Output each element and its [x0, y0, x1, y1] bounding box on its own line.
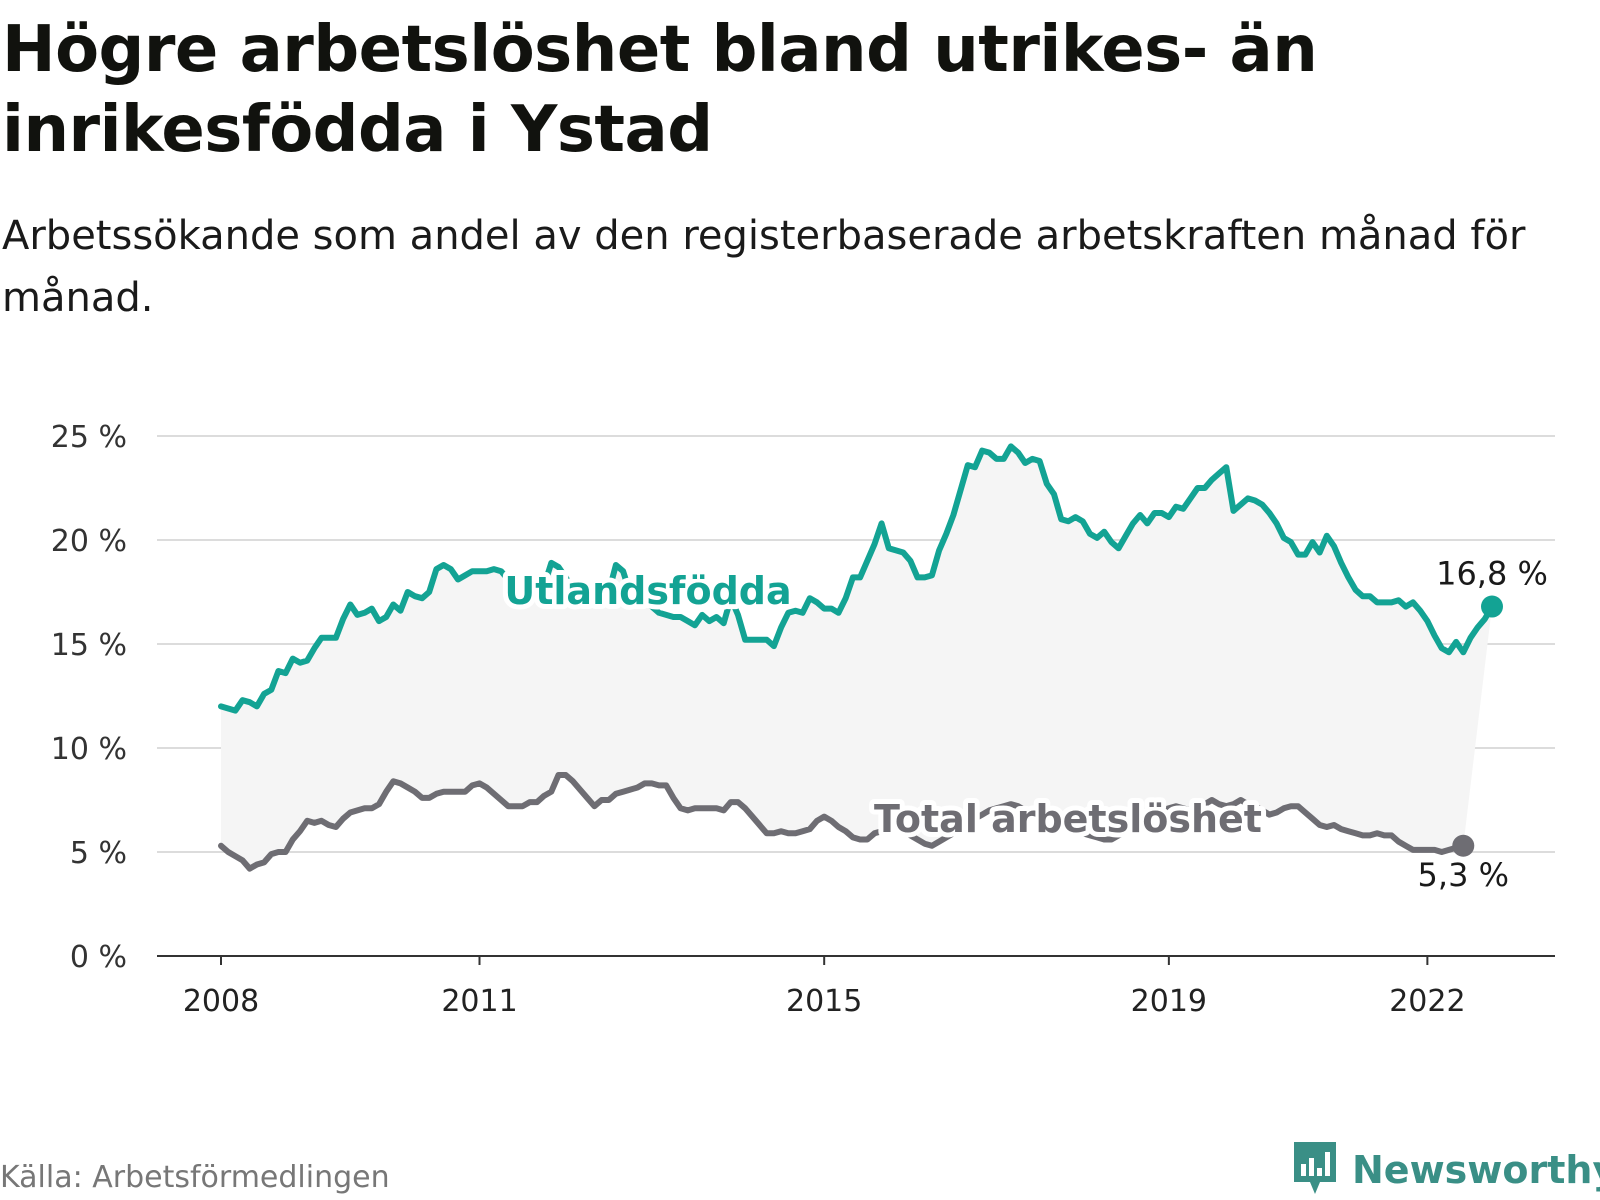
line-chart: 2008 2011 2015 2019 2022 0 % 5 % 10 % 15 % 20 % 2… [51, 420, 1555, 1019]
series-line-utlandsfodda [218, 443, 1495, 714]
brand-name: Newsworthy [1352, 1148, 1600, 1192]
x-tick-label: 2008 [183, 984, 259, 1019]
end-markers: 16,8 % 5,3 % [1415, 552, 1551, 897]
x-tick-label: 2019 [1131, 984, 1207, 1019]
brand-logo[interactable]: Newsworthy [1290, 1140, 1600, 1200]
series-label-total: Total arbetslöshet [874, 797, 1262, 841]
source-note: Källa: Arbetsförmedlingen [0, 1160, 390, 1195]
series-label-utlandsfodda: Utlandsfödda [504, 569, 791, 613]
y-tick-label: 15 % [51, 628, 127, 663]
y-tick-label: 0 % [70, 940, 127, 975]
series-line-total [218, 772, 1467, 872]
y-axis: 0 % 5 % 10 % 15 % 20 % 25 % [51, 420, 127, 975]
series-labels: Utlandsfödda Total arbetslöshet [499, 564, 1267, 846]
chart-title: Högre arbetslöshet bland utrikes- än inr… [2, 13, 1318, 167]
x-tick-label: 2022 [1389, 984, 1465, 1019]
y-tick-label: 25 % [51, 420, 127, 455]
bar-chart-logo-icon [1290, 1140, 1340, 1200]
chart-subtitle: Arbetssökande som andel av den registerb… [2, 213, 1526, 321]
x-tick-label: 2011 [441, 984, 517, 1019]
end-marker-utlandsfodda [1481, 595, 1503, 618]
x-axis: 2008 2011 2015 2019 2022 [157, 955, 1555, 1019]
end-marker-total [1452, 834, 1475, 857]
y-tick-label: 10 % [51, 732, 127, 767]
series-lines [218, 443, 1495, 872]
x-tick-label: 2015 [786, 984, 862, 1019]
range-band [221, 446, 1492, 869]
end-value-label-utlandsfodda: 16,8 % [1436, 555, 1548, 593]
y-tick-label: 20 % [51, 524, 127, 559]
y-tick-label: 5 % [70, 836, 127, 871]
end-value-label-total: 5,3 % [1418, 856, 1509, 894]
